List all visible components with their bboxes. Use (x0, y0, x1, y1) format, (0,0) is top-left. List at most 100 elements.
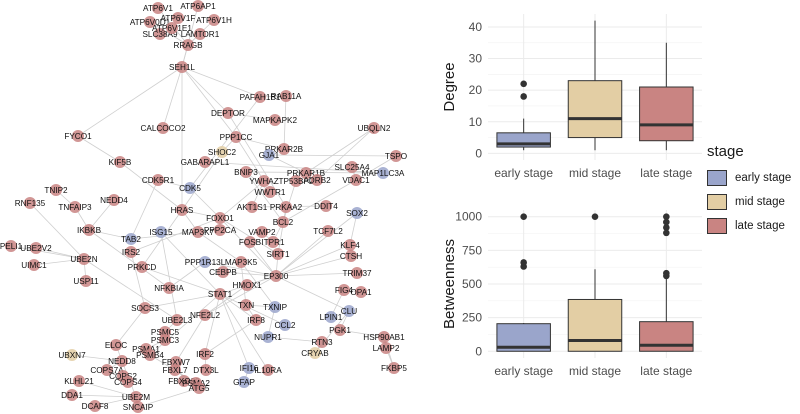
network-node-label: PAFAH1B1 (240, 93, 281, 102)
network-node (73, 375, 85, 387)
network-node (241, 279, 253, 291)
network-edge (181, 151, 223, 211)
y-tick-label: 1000 (455, 210, 482, 224)
network-node-label: KIF5B (109, 158, 132, 167)
legend-key-early (707, 170, 727, 186)
network-node (78, 253, 90, 265)
network-node (144, 349, 156, 361)
network-node-label: ATG5 (189, 384, 210, 393)
network-node-label: TRIM37 (342, 269, 372, 278)
network-node-label: BCL2 (273, 218, 294, 227)
network-node (325, 311, 337, 323)
y-tick-label: 250 (462, 311, 482, 325)
network-node-label: PRKAA2 (270, 203, 303, 212)
network-node-label: NEDD4 (100, 196, 128, 205)
y-tick-label: 500 (462, 277, 482, 291)
network-edge (240, 261, 276, 308)
network-node-label: MAPKAPK2 (253, 116, 298, 125)
network-edge (77, 135, 121, 163)
network-node-label: GABARAPL1 (181, 158, 230, 167)
network-node-label: KLHL21 (64, 377, 94, 386)
network-node (280, 201, 292, 213)
x-tick-label: mid stage (569, 166, 621, 180)
network-node (390, 150, 402, 162)
network-edge (339, 329, 385, 338)
network-node-label: DTX3L (193, 366, 219, 375)
network-node (343, 305, 355, 317)
network-node (125, 233, 137, 245)
network-node (166, 22, 178, 34)
network-node (240, 299, 252, 311)
box-outlier (520, 93, 527, 100)
network-node (264, 186, 276, 198)
network-node (66, 349, 78, 361)
network-node-label: RNF135 (15, 199, 46, 208)
network-edge (189, 96, 261, 189)
network-node (214, 212, 226, 224)
network-node-label: SOX2 (346, 209, 368, 218)
network-edge (275, 244, 351, 277)
network-node (368, 122, 380, 134)
network-node-label: CDK5 (179, 184, 201, 193)
network-node (246, 201, 258, 213)
network-node (136, 261, 148, 273)
network-edge (29, 202, 85, 260)
network-node (83, 224, 95, 236)
network-edge (71, 394, 137, 398)
network-node-label: NEDD8 (108, 357, 136, 366)
network-node-label: CDK5R1 (142, 176, 175, 185)
network-edge (197, 231, 242, 263)
network-edge (94, 396, 137, 407)
network-node (80, 275, 92, 287)
network-edge (305, 127, 375, 174)
network-node (355, 286, 367, 298)
network-node-label: DDIT4 (314, 202, 338, 211)
network-edge (160, 231, 221, 295)
network-node (176, 204, 188, 216)
network-node-label: HMOX1 (232, 281, 262, 290)
network-node-label: SIRT1 (266, 250, 290, 259)
y-tick-label: 0 (475, 344, 482, 358)
box-outlier (520, 213, 527, 221)
network-node-label: CRYAB (301, 349, 329, 358)
legend-title: stage (707, 143, 744, 160)
network-node (159, 334, 171, 346)
network-node-label: NFE2L2 (190, 311, 220, 320)
network-node-label: UBQLN2 (358, 124, 391, 133)
network-node (351, 207, 363, 219)
network-node-label: NUPR1 (254, 333, 282, 342)
network-edge (222, 271, 277, 277)
network-node-label: WWTR1 (255, 188, 286, 197)
network-node (169, 364, 181, 376)
network-node-label: SNCAIP (123, 403, 154, 412)
network-edge (204, 293, 221, 355)
network-node (346, 161, 358, 173)
network-node (5, 240, 17, 252)
network-node (311, 174, 323, 186)
network-edge (245, 171, 384, 174)
y-tick-label: 10 (469, 115, 483, 129)
network-node-label: MAP1LC3A (362, 169, 405, 178)
network-edge (137, 387, 200, 408)
network-node (176, 61, 188, 73)
network-edge (219, 293, 250, 369)
network-node (378, 331, 390, 343)
network-node-label: LAMTOR1 (181, 30, 220, 39)
network-node-label: ATP6V0D1 (130, 18, 171, 27)
network-edge (275, 272, 358, 277)
network-node-label: MAP3K5 (225, 258, 258, 267)
network-node-label: CEBPB (209, 268, 237, 277)
network-edge (283, 95, 287, 150)
network-node (72, 130, 84, 142)
network-node-label: IFI16 (240, 364, 259, 373)
network-node-label: UBE2V2 (20, 244, 52, 253)
network-node-label: ATP6V1E1 (152, 24, 192, 33)
network-node-label: IRS2 (122, 248, 141, 257)
y-tick-label: 40 (469, 20, 483, 34)
network-node-label: PSMC5 (151, 328, 180, 337)
network-edge (83, 258, 178, 321)
network-edge (219, 180, 265, 219)
network-node-label: PPP1CC (220, 133, 253, 142)
box-outlier (663, 229, 670, 237)
y-tick-label: 20 (469, 83, 483, 97)
